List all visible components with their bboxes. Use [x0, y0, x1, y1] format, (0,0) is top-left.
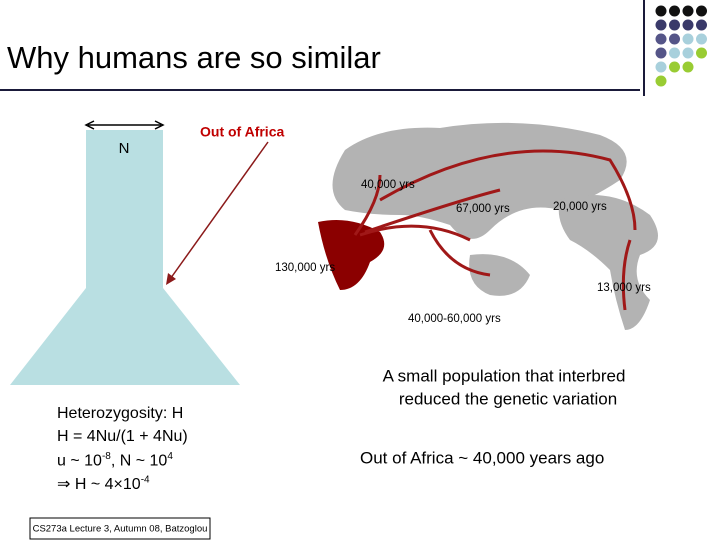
- note-line: Out of Africa ~ 40,000 years ago: [360, 448, 604, 467]
- formula-line: H = 4Nu/(1 + 4Nu): [57, 428, 188, 446]
- dot: [696, 33, 707, 45]
- dot: [682, 5, 694, 17]
- dot: [682, 19, 694, 31]
- formula-part: H = 4Nu/(1 + 4Nu): [57, 428, 188, 445]
- formula-part: -4: [140, 474, 150, 486]
- map-label: 40,000-60,000 yrs: [408, 313, 501, 325]
- population-label: N: [119, 140, 130, 157]
- formula-line: u ~ 10-8, N ~ 104: [57, 451, 173, 470]
- population-funnel: [10, 130, 240, 385]
- formula-part: -8: [101, 451, 111, 462]
- arrow-label: Out of Africa: [200, 124, 284, 140]
- pointer-arrow: [167, 141, 269, 283]
- map-label: 67,000 yrs: [456, 203, 510, 215]
- footer-box: [29, 517, 211, 540]
- formula-part: Heterozygosity: H: [57, 405, 184, 422]
- dot-grid: [655, 5, 707, 87]
- world-map: [318, 122, 658, 330]
- dot: [669, 47, 680, 59]
- dot: [696, 47, 707, 59]
- dot: [655, 5, 667, 17]
- map-label: 40,000 yrs: [361, 179, 415, 191]
- formula-part: ⇒ H ~ 4×10: [57, 476, 141, 493]
- formula-part: u ~ 10: [57, 452, 102, 470]
- dot: [655, 19, 667, 31]
- arrow-heads: [84, 120, 165, 130]
- note-line: reduced the genetic variation: [399, 389, 617, 408]
- dot: [655, 61, 667, 73]
- formula-line: ⇒ H ~ 4×10-4: [57, 474, 150, 494]
- map-label: 20,000 yrs: [553, 201, 607, 213]
- dot: [669, 61, 680, 73]
- map-label: 13,000 yrs: [597, 282, 651, 294]
- dot: [682, 33, 694, 45]
- pointer-head: [166, 273, 176, 285]
- dot: [669, 33, 680, 45]
- formula-part: 4: [167, 451, 173, 462]
- dot: [696, 19, 707, 31]
- dot: [655, 33, 667, 45]
- migration-arrows: [353, 149, 637, 311]
- note-line: A small population that interbred: [383, 366, 626, 385]
- formula-line: Heterozygosity: H: [57, 405, 183, 423]
- dot: [655, 47, 667, 59]
- title: Why humans are so similar: [7, 40, 381, 75]
- dot: [682, 61, 694, 73]
- dot: [682, 47, 694, 59]
- dot: [669, 19, 680, 31]
- map-label: 130,000 yrs: [275, 262, 335, 274]
- footer: CS273a Lecture 3, Autumn 08, Batzoglou: [33, 524, 208, 535]
- dot: [696, 5, 707, 17]
- dot: [655, 75, 667, 87]
- dot: [669, 5, 680, 17]
- formula-part: , N ~ 10: [110, 452, 168, 470]
